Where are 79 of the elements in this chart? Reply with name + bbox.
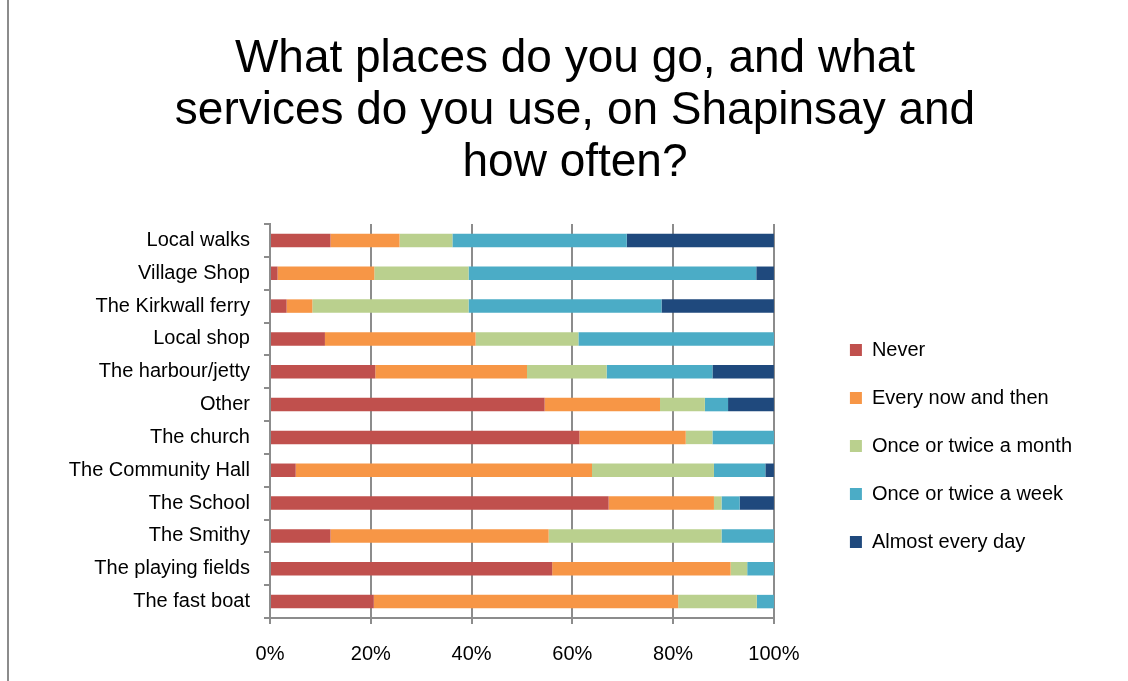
bar <box>626 233 774 248</box>
y-tick-label: The School <box>148 490 250 513</box>
bar <box>295 463 592 477</box>
bar <box>721 529 774 543</box>
bar <box>713 463 766 477</box>
bar <box>286 299 313 313</box>
bar <box>728 397 774 412</box>
y-tick-label: The fast boat <box>133 589 251 612</box>
bar <box>271 430 580 445</box>
bar <box>756 266 774 280</box>
x-tick-label: 20% <box>350 641 392 664</box>
bar <box>468 266 757 280</box>
bar <box>765 463 774 477</box>
bar <box>452 233 627 248</box>
y-tick-label: Other <box>199 392 251 415</box>
bar <box>756 594 774 609</box>
y-tick-label: Local walks <box>146 227 250 250</box>
bar <box>548 529 722 543</box>
y-tick-label: The Community Hall <box>68 457 250 480</box>
bar <box>271 463 296 477</box>
bar <box>324 332 476 346</box>
chart-title: What places do you go, and what services do you use, on Shapinsay and how often? <box>173 30 977 186</box>
bar <box>747 562 774 576</box>
bar <box>739 496 774 510</box>
bar <box>608 496 714 510</box>
bar <box>579 430 686 445</box>
bar <box>271 529 331 543</box>
legend-label: Never <box>871 337 926 360</box>
legend-label: Once or twice a week <box>871 481 1065 504</box>
bar <box>704 397 729 412</box>
legend-label: Almost every day <box>871 529 1026 552</box>
bar <box>544 397 661 412</box>
bar <box>277 266 375 280</box>
bar <box>373 594 679 609</box>
bar <box>271 332 325 346</box>
bar <box>375 365 527 379</box>
bar <box>578 332 774 346</box>
bar <box>660 397 705 412</box>
bar <box>374 266 469 280</box>
x-tick-label: 40% <box>451 641 492 664</box>
bar <box>271 266 278 280</box>
bar <box>271 594 374 609</box>
bar <box>271 299 287 313</box>
x-tick-label: 80% <box>653 641 694 664</box>
bar <box>712 365 774 379</box>
y-tick-label: The Smithy <box>148 523 250 546</box>
y-tick-label: Village Shop <box>138 260 250 283</box>
bar <box>330 233 400 248</box>
bar <box>552 562 731 576</box>
x-tick-label: 60% <box>552 641 593 664</box>
x-tick-label: 100% <box>748 641 800 664</box>
bar <box>661 299 774 313</box>
bar <box>312 299 469 313</box>
bar <box>721 496 740 510</box>
bar <box>606 365 713 379</box>
bar <box>271 233 331 248</box>
y-tick-label: Local shop <box>153 326 250 349</box>
bar <box>330 529 549 543</box>
bar <box>271 365 376 379</box>
bar <box>678 594 757 609</box>
y-tick-label: The playing fields <box>94 556 250 579</box>
y-tick-label: The harbour/jetty <box>98 359 250 382</box>
y-tick-label: The church <box>149 424 250 447</box>
bar <box>712 430 774 445</box>
legend-label: Every now and then <box>871 385 1049 408</box>
bar <box>399 233 453 248</box>
bar <box>527 365 607 379</box>
bar <box>713 496 722 510</box>
bar <box>271 562 553 576</box>
y-tick-label: The Kirkwall ferry <box>95 293 250 316</box>
bar <box>592 463 714 477</box>
x-tick-label: 0% <box>255 641 285 664</box>
bar <box>730 562 748 576</box>
bar <box>468 299 662 313</box>
bar <box>271 496 609 510</box>
bar <box>685 430 713 445</box>
bar <box>475 332 579 346</box>
legend-label: Once or twice a month <box>871 433 1073 456</box>
bar <box>271 397 545 412</box>
